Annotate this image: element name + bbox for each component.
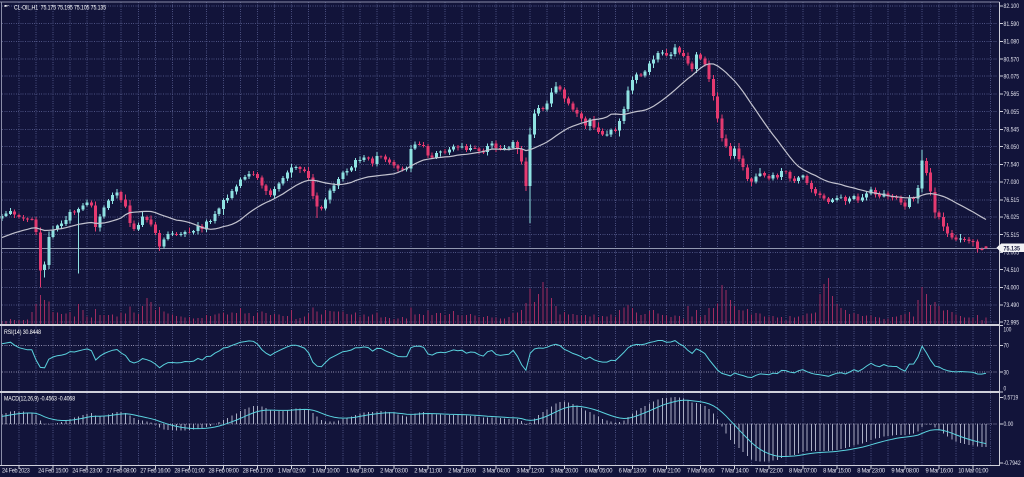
svg-text:79.055: 79.055	[1004, 109, 1020, 116]
svg-text:30: 30	[1004, 369, 1010, 376]
svg-text:0.5719: 0.5719	[1004, 395, 1019, 402]
svg-text:75.005: 75.005	[1004, 250, 1020, 257]
svg-text:28 Feb 17:00: 28 Feb 17:00	[243, 468, 274, 475]
svg-text:10 Mar 01:00: 10 Mar 01:00	[958, 468, 989, 475]
svg-text:81.080: 81.080	[1004, 39, 1020, 46]
svg-text:6 Mar 13:00: 6 Mar 13:00	[619, 468, 647, 475]
svg-text:3 Mar 12:00: 3 Mar 12:00	[516, 468, 544, 475]
svg-text:3 Mar 20:00: 3 Mar 20:00	[551, 468, 579, 475]
svg-text:1 Mar 02:00: 1 Mar 02:00	[278, 468, 306, 475]
svg-text:28 Feb 09:00: 28 Feb 09:00	[209, 468, 240, 475]
svg-text:75.135: 75.135	[1004, 245, 1021, 252]
svg-text:9 Mar 08:00: 9 Mar 08:00	[891, 468, 919, 475]
svg-text:77.030: 77.030	[1004, 179, 1020, 186]
svg-text:6 Mar 21:00: 6 Mar 21:00	[653, 468, 681, 475]
svg-text:24 Feb 2023: 24 Feb 2023	[2, 468, 30, 475]
svg-text:3 Mar 04:00: 3 Mar 04:00	[482, 468, 510, 475]
svg-text:100: 100	[1004, 326, 1012, 333]
svg-text:70: 70	[1004, 343, 1010, 350]
svg-text:RSI(14) 30.8448: RSI(14) 30.8448	[4, 329, 41, 336]
svg-text:7 Mar 22:00: 7 Mar 22:00	[755, 468, 783, 475]
svg-text:1 Mar 18:00: 1 Mar 18:00	[346, 468, 374, 475]
svg-text:7 Mar 06:00: 7 Mar 06:00	[687, 468, 715, 475]
svg-text:7 Mar 14:00: 7 Mar 14:00	[721, 468, 749, 475]
svg-text:0.00: 0.00	[1004, 421, 1014, 428]
svg-text:2 Mar 03:00: 2 Mar 03:00	[380, 468, 408, 475]
svg-text:0: 0	[1004, 385, 1007, 392]
svg-text:80.075: 80.075	[1004, 73, 1020, 80]
svg-text:77.540: 77.540	[1004, 162, 1020, 169]
svg-text:9 Mar 16:00: 9 Mar 16:00	[925, 468, 953, 475]
svg-text:78.050: 78.050	[1004, 144, 1020, 151]
svg-text:72.995: 72.995	[1004, 319, 1020, 326]
svg-text:24 Feb 15:00: 24 Feb 15:00	[38, 468, 69, 475]
svg-text:8 Mar 15:00: 8 Mar 15:00	[823, 468, 851, 475]
svg-text:73.490: 73.490	[1004, 302, 1020, 309]
svg-text:74.510: 74.510	[1004, 267, 1020, 274]
svg-text:2 Mar 19:00: 2 Mar 19:00	[448, 468, 476, 475]
svg-text:CL-OIL,H1 75.175 75.195 75.10: CL-OIL,H1 75.175 75.195 75.105 75.135	[14, 4, 106, 11]
svg-text:81.590: 81.590	[1004, 21, 1020, 28]
svg-text:-0.7942: -0.7942	[1004, 460, 1022, 467]
svg-text:8 Mar 23:00: 8 Mar 23:00	[857, 468, 885, 475]
svg-text:82.100: 82.100	[1004, 3, 1020, 10]
svg-text:MACD(12,26,9) -0.4563 -0.4068: MACD(12,26,9) -0.4563 -0.4068	[4, 396, 75, 403]
svg-text:76.025: 76.025	[1004, 214, 1020, 221]
svg-text:74.000: 74.000	[1004, 285, 1020, 292]
svg-text:8 Mar 07:00: 8 Mar 07:00	[789, 468, 817, 475]
svg-text:76.515: 76.515	[1004, 197, 1020, 204]
svg-text:79.565: 79.565	[1004, 91, 1020, 98]
svg-text:80.570: 80.570	[1004, 56, 1020, 63]
svg-text:24 Feb 23:00: 24 Feb 23:00	[72, 468, 103, 475]
svg-text:1 Mar 10:00: 1 Mar 10:00	[312, 468, 340, 475]
svg-text:6 Mar 05:00: 6 Mar 05:00	[585, 468, 613, 475]
svg-text:27 Feb 16:00: 27 Feb 16:00	[140, 468, 171, 475]
svg-text:75.515: 75.515	[1004, 232, 1020, 239]
svg-text:27 Feb 08:00: 27 Feb 08:00	[106, 468, 137, 475]
svg-text:78.545: 78.545	[1004, 127, 1020, 134]
svg-text:28 Feb 01:00: 28 Feb 01:00	[174, 468, 205, 475]
svg-text:2 Mar 11:00: 2 Mar 11:00	[414, 468, 442, 475]
